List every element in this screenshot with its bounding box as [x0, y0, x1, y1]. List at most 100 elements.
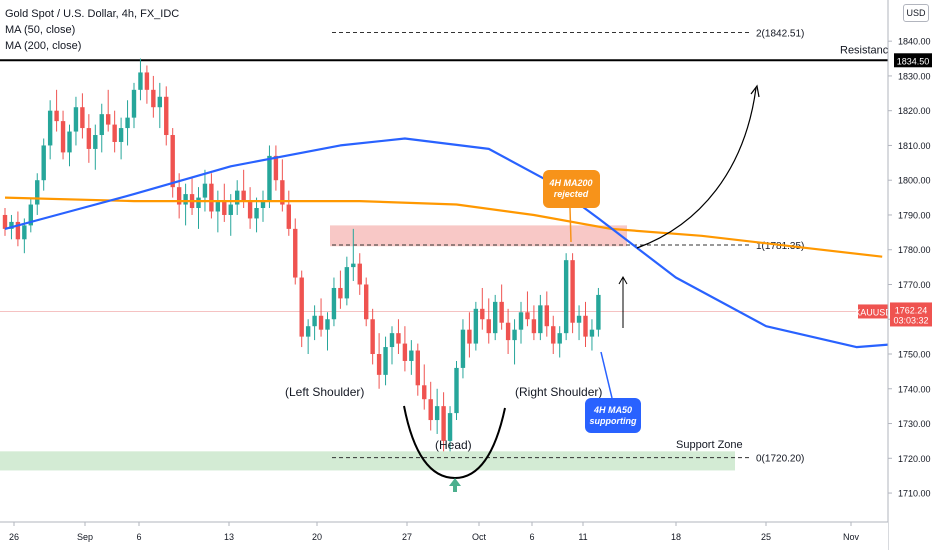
candle-up [454, 367, 459, 414]
price-tick-label: 1820.00 [898, 106, 931, 116]
candle-up [47, 110, 53, 146]
candle-up [493, 301, 498, 334]
resistance-zone-box [330, 225, 627, 247]
candle-down [151, 89, 156, 108]
time-tick-label: 18 [671, 532, 681, 542]
projection-arrowhead [750, 84, 760, 98]
candle-down [170, 135, 175, 188]
time-tick-label: Oct [472, 532, 487, 542]
candle-down [86, 128, 92, 149]
candle-up [260, 201, 266, 209]
candle-down [396, 333, 401, 344]
fib-level-label: 0(1720.20) [756, 454, 804, 465]
candle-up [183, 194, 188, 205]
candle-up [267, 155, 272, 202]
price-axis-bg [888, 0, 932, 550]
time-tick-label: 26 [9, 532, 19, 542]
price-tick-label: 1720.00 [898, 454, 931, 464]
time-tick-label: 11 [578, 532, 587, 542]
candle-down [280, 180, 285, 205]
time-tick-label: 20 [312, 532, 322, 542]
candle-up [460, 329, 466, 368]
candle-up [389, 333, 395, 348]
candle-up [473, 308, 479, 344]
symbol-tag: XAUUSD [854, 307, 892, 317]
candle-up [228, 204, 233, 215]
candle-up [254, 208, 259, 219]
candle-up [344, 267, 350, 299]
candle-up [576, 315, 582, 323]
candle-up [325, 319, 330, 330]
price-tick-label: 1830.00 [898, 71, 931, 81]
candle-up [538, 305, 543, 334]
candle-up [67, 131, 72, 153]
candle-up [383, 347, 388, 375]
time-tick-label: 6 [136, 532, 141, 542]
candle-down [441, 406, 446, 441]
candle-up [563, 260, 569, 334]
chart-legend: Gold Spot / U.S. Dollar, 4h, FX_IDC MA (… [5, 6, 179, 54]
candle-down [318, 315, 324, 330]
candle-up [22, 225, 27, 240]
candle-down [80, 107, 85, 129]
time-tick-label: 27 [402, 532, 412, 542]
candle-down [273, 155, 279, 181]
candle-up [589, 329, 595, 337]
resistance-label: Resistance [840, 44, 894, 56]
time-tick-label: 6 [529, 532, 534, 542]
candle-up [557, 333, 562, 344]
candle-up [434, 406, 440, 421]
candle-up [196, 197, 201, 209]
time-tick-label: Nov [843, 532, 860, 542]
ma200-callout-line2: rejected [554, 189, 589, 199]
candle-down [2, 214, 8, 229]
projection-curve [636, 87, 757, 249]
candle-down [357, 263, 362, 285]
price-tick-label: 1750.00 [898, 350, 931, 360]
candle-down [376, 354, 382, 375]
candle-down [467, 329, 472, 344]
price-tick-label: 1740.00 [898, 384, 931, 394]
symbol-title: Gold Spot / U.S. Dollar, 4h, FX_IDC [5, 8, 180, 20]
price-tick-label: 1710.00 [898, 489, 931, 499]
ma200-line [4, 196, 883, 258]
candle-down [422, 385, 427, 400]
support-zone-box [0, 451, 735, 471]
candle-down [286, 204, 291, 229]
candle-up [305, 326, 311, 337]
candle-down [544, 305, 549, 327]
candle-up [447, 413, 453, 441]
ma200-legend: MA (200, close) [5, 40, 82, 52]
breakout-arrowhead [618, 275, 628, 285]
candle-up [157, 96, 162, 108]
candle-down [531, 319, 537, 334]
last-price-tag: 1762.24 [895, 305, 928, 315]
ma50-callout-box [585, 398, 641, 433]
last-price-tag-box [890, 302, 932, 327]
price-tick-label: 1770.00 [898, 280, 931, 290]
symbol-tag-box [858, 304, 888, 319]
resistance-price-tag: 1834.50 [897, 56, 930, 66]
up-arrow-icon [449, 478, 461, 492]
currency-badge[interactable]: USD [903, 4, 929, 22]
candle-up [202, 183, 208, 198]
candle-up [312, 315, 317, 327]
fib-level-label: 1(1781.35) [756, 241, 804, 252]
candle-up [125, 117, 130, 129]
candle-up [596, 294, 601, 330]
price-tick-label: 1800.00 [898, 176, 931, 186]
candle-down [247, 201, 253, 219]
candle-down [54, 110, 59, 122]
left-shoulder-label: (Left Shoulder) [285, 385, 364, 399]
candle-up [409, 350, 414, 361]
candle-down [583, 315, 588, 337]
head-label: (Head) [435, 438, 472, 452]
candle-up [28, 204, 33, 226]
candle-down [364, 284, 369, 320]
ma50-legend: MA (50, close) [5, 24, 76, 36]
candle-down [60, 121, 66, 153]
candle-up [331, 287, 337, 320]
candle-down [144, 72, 150, 90]
candle-up [512, 329, 517, 341]
